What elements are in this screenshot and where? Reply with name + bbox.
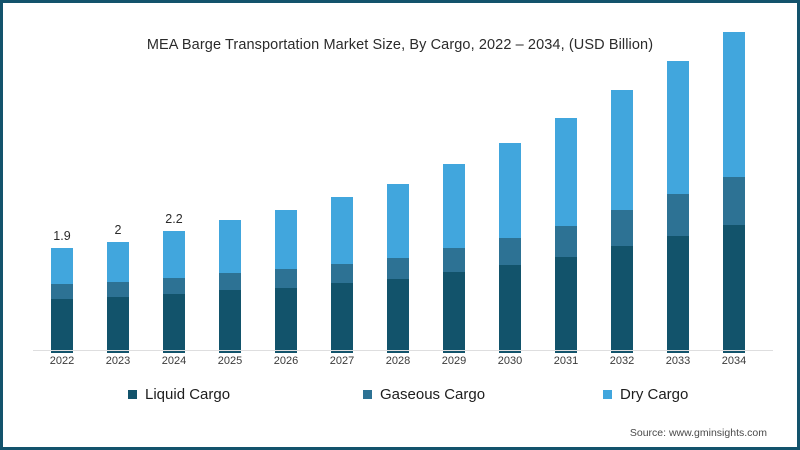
bar-segment-liquid-cargo[interactable]	[163, 293, 185, 353]
bar-segment-liquid-cargo[interactable]	[555, 256, 577, 353]
x-axis-tick-2028: 2028	[385, 355, 411, 367]
bar-column[interactable]	[555, 118, 577, 353]
bar-column[interactable]	[723, 32, 745, 353]
x-axis-tick-2027: 2027	[329, 355, 355, 367]
bar-column[interactable]: 2	[107, 223, 129, 353]
bar-segment-liquid-cargo[interactable]	[219, 289, 241, 353]
x-axis-tick-2022: 2022	[49, 355, 75, 367]
bar-segment-dry-cargo[interactable]	[443, 164, 465, 249]
bar-segment-gaseous-cargo[interactable]	[219, 273, 241, 290]
legend-swatch-icon	[603, 390, 612, 399]
bar-segment-liquid-cargo[interactable]	[275, 287, 297, 353]
bar-segment-liquid-cargo[interactable]	[667, 235, 689, 353]
x-axis-tick-2029: 2029	[441, 355, 467, 367]
chart-legend: Liquid Cargo Gaseous Cargo Dry Cargo	[33, 386, 767, 412]
legend-label: Dry Cargo	[620, 386, 689, 403]
bar-segment-liquid-cargo[interactable]	[723, 225, 745, 353]
bar-segment-gaseous-cargo[interactable]	[723, 177, 745, 226]
bar-segment-dry-cargo[interactable]	[667, 61, 689, 194]
bar-column[interactable]	[275, 210, 297, 353]
x-axis-tick-2031: 2031	[553, 355, 579, 367]
x-axis-tick-2030: 2030	[497, 355, 523, 367]
bar-segment-dry-cargo[interactable]	[387, 183, 409, 258]
bar-segment-dry-cargo[interactable]	[163, 231, 185, 279]
bar-column[interactable]	[667, 61, 689, 353]
source-attribution: Source: www.gminsights.com	[629, 427, 767, 439]
bar-segment-gaseous-cargo[interactable]	[107, 281, 129, 297]
plot-area: 1.9 2 2.2	[33, 32, 773, 353]
bar-segment-dry-cargo[interactable]	[611, 90, 633, 211]
bar-segment-gaseous-cargo[interactable]	[331, 263, 353, 284]
bar-segment-gaseous-cargo[interactable]	[163, 278, 185, 294]
bar-column[interactable]: 1.9	[51, 229, 73, 353]
bar-value-label: 1.9	[53, 228, 71, 243]
bar-column[interactable]	[387, 183, 409, 353]
chart-title: MEA Barge Transportation Market Size, By…	[146, 37, 654, 53]
bar-segment-gaseous-cargo[interactable]	[51, 283, 73, 299]
x-axis: 2022 2023 2024 2025 2026 2027 2028 2029 2030 2031…	[33, 355, 773, 375]
bar-value-label: 2.2	[165, 212, 183, 227]
x-axis-tick-2025: 2025	[217, 355, 243, 367]
bar-segment-gaseous-cargo[interactable]	[387, 257, 409, 279]
x-axis-tick-2033: 2033	[665, 355, 691, 367]
bar-segment-dry-cargo[interactable]	[499, 143, 521, 239]
bar-segment-liquid-cargo[interactable]	[387, 278, 409, 353]
legend-label: Liquid Cargo	[145, 386, 231, 403]
bar-segment-dry-cargo[interactable]	[219, 219, 241, 274]
bar-column[interactable]	[443, 164, 465, 353]
bar-segment-gaseous-cargo[interactable]	[443, 248, 465, 273]
bar-segment-gaseous-cargo[interactable]	[611, 210, 633, 247]
x-axis-tick-2023: 2023	[105, 355, 131, 367]
bar-value-label: 2	[114, 223, 122, 238]
bar-segment-liquid-cargo[interactable]	[499, 264, 521, 353]
bar-segment-gaseous-cargo[interactable]	[555, 225, 577, 257]
bar-segment-liquid-cargo[interactable]	[107, 296, 129, 353]
legend-item-gaseous-cargo[interactable]: Gaseous Cargo	[363, 386, 485, 403]
bar-column[interactable]	[331, 196, 353, 353]
x-axis-tick-2034: 2034	[721, 355, 747, 367]
bar-column[interactable]	[499, 143, 521, 353]
legend-label: Gaseous Cargo	[380, 386, 486, 403]
legend-item-dry-cargo[interactable]: Dry Cargo	[603, 386, 688, 403]
bar-segment-gaseous-cargo[interactable]	[275, 269, 297, 288]
bar-segment-dry-cargo[interactable]	[107, 242, 129, 282]
bar-segment-dry-cargo[interactable]	[331, 196, 353, 264]
x-axis-tick-2026: 2026	[273, 355, 299, 367]
bar-segment-dry-cargo[interactable]	[275, 210, 297, 270]
bar-segment-liquid-cargo[interactable]	[51, 298, 73, 353]
x-axis-tick-2024: 2024	[161, 355, 187, 367]
bar-segment-dry-cargo[interactable]	[555, 118, 577, 226]
bar-segment-liquid-cargo[interactable]	[443, 272, 465, 353]
bar-column[interactable]	[611, 90, 633, 353]
bar-segment-dry-cargo[interactable]	[51, 247, 73, 284]
axis-baseline	[33, 350, 773, 351]
legend-swatch-icon	[363, 390, 372, 399]
bar-segment-liquid-cargo[interactable]	[331, 283, 353, 353]
x-axis-tick-2032: 2032	[609, 355, 635, 367]
bar-segment-dry-cargo[interactable]	[723, 32, 745, 178]
legend-swatch-icon	[128, 390, 137, 399]
bar-column[interactable]	[219, 219, 241, 353]
legend-item-liquid-cargo[interactable]: Liquid Cargo	[128, 386, 230, 403]
bar-segment-gaseous-cargo[interactable]	[499, 238, 521, 265]
bar-segment-gaseous-cargo[interactable]	[667, 193, 689, 236]
bar-column[interactable]: 2.2	[163, 212, 185, 353]
bar-segment-liquid-cargo[interactable]	[611, 246, 633, 353]
